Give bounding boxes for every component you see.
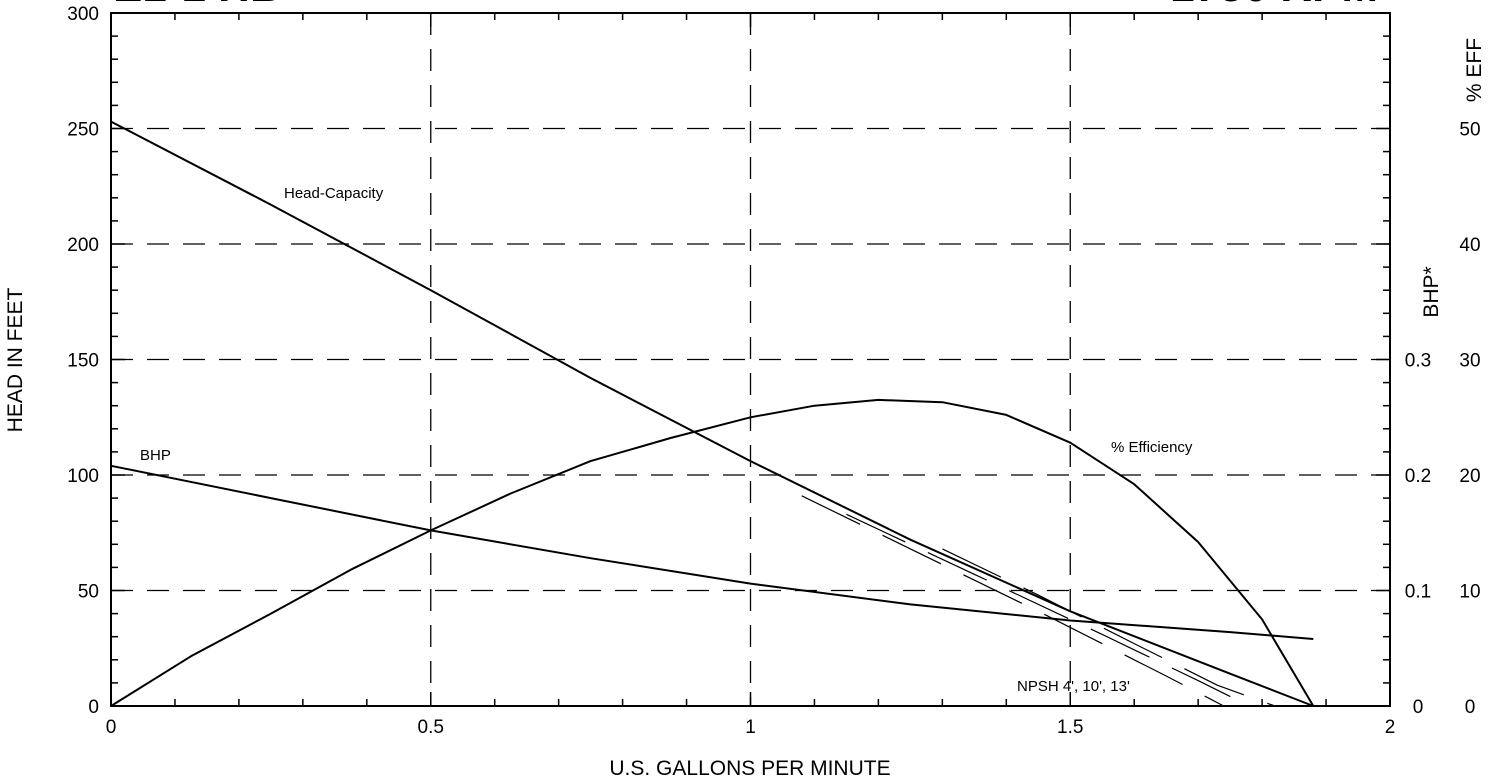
series-efficiency-line <box>110 398 1315 707</box>
plot-frame <box>110 12 1391 707</box>
x-tick-label: 1.5 <box>1057 717 1083 738</box>
bhp-axis-title: BHP* <box>1420 266 1443 317</box>
series-bhp-line <box>110 464 1314 640</box>
y-tick-label: 250 <box>67 120 99 141</box>
y-tick-label: 150 <box>67 351 99 372</box>
bhp-tick-label: 0 <box>1413 697 1424 718</box>
eff-tick-label: 30 <box>1459 351 1480 372</box>
bhp-label: BHP <box>140 447 171 464</box>
eff-tick-label: 10 <box>1459 582 1480 603</box>
eff-tick-label: 0 <box>1465 697 1476 718</box>
eff-tick-label: 20 <box>1459 466 1480 487</box>
tick-labels: 0 0.5 1 1.5 205010015020025030000.10.20.3010… <box>67 4 1480 738</box>
y-tick-label: 100 <box>67 466 99 487</box>
series-npsh-13-line <box>942 548 1276 707</box>
x-tick-label: 0 <box>106 717 117 738</box>
eff-axis-title: % EFF <box>1463 38 1486 102</box>
y-tick-label: 50 <box>78 582 99 603</box>
grid <box>111 13 1390 706</box>
series-npsh-4-line <box>801 495 1224 707</box>
x-tick-label: 0.5 <box>418 717 444 738</box>
series-npsh-10-line <box>846 513 1250 707</box>
series-head-capacity-line <box>110 120 1314 707</box>
x-tick-label: 2 <box>1385 717 1396 738</box>
x-tick-label: 1 <box>745 717 756 738</box>
series-group <box>110 120 1315 707</box>
eff-tick-label: 50 <box>1459 120 1480 141</box>
y-tick-label: 200 <box>67 235 99 256</box>
y-tick-label: 0 <box>88 697 99 718</box>
title-fragment-left: E1-1 HB <box>113 0 282 11</box>
y-tick-label: 300 <box>67 4 99 25</box>
y-axis-title: HEAD IN FEET <box>4 287 27 432</box>
x-axis-title: U.S. GALLONS PER MINUTE <box>609 757 890 780</box>
efficiency-label: % Efficiency <box>1111 439 1193 456</box>
bhp-tick-label: 0.3 <box>1405 351 1431 372</box>
eff-tick-label: 40 <box>1459 235 1480 256</box>
title-fragment-right: 1750 RPM <box>1170 0 1378 11</box>
npsh-label: NPSH 4', 10', 13' <box>1017 678 1130 695</box>
head-capacity-label: Head-Capacity <box>284 185 384 202</box>
bhp-tick-label: 0.2 <box>1405 466 1431 487</box>
bhp-tick-label: 0.1 <box>1405 582 1431 603</box>
